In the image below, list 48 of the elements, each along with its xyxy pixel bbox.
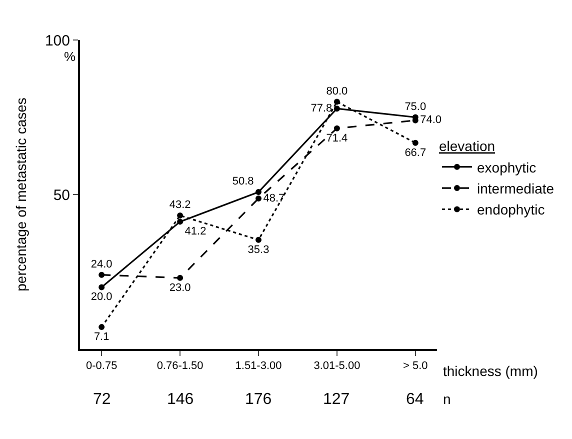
point [256, 189, 262, 196]
data-label: 48.7 [263, 192, 285, 204]
point [98, 324, 105, 330]
legend-label: intermediate [477, 180, 554, 197]
text: 127 [323, 391, 350, 408]
data-label: 77.8 [310, 102, 332, 114]
point [98, 272, 105, 278]
text: 176 [245, 391, 272, 408]
point [98, 284, 105, 290]
x-tick-label: 0.76-1.50 [156, 360, 204, 372]
y-tick-label: 100 [44, 32, 70, 50]
point [177, 274, 184, 281]
legend-label: exophytic [477, 159, 536, 176]
data-label: 71.4 [326, 132, 348, 144]
point [334, 125, 340, 132]
data-label: 41.2 [184, 226, 206, 238]
data-label: 74.0 [420, 114, 442, 126]
data-label: 50.8 [232, 176, 254, 188]
point [412, 140, 418, 146]
point [177, 212, 184, 219]
point [256, 236, 262, 243]
text: n [443, 391, 451, 407]
x-axis-title: thickness (mm) [443, 363, 538, 379]
point [256, 196, 262, 202]
legend-title: elevation [439, 138, 496, 154]
point [334, 106, 340, 112]
y-axis-title: percentage of metastatic cases [13, 98, 30, 292]
x-tick-label: 3.01-5.00 [314, 360, 360, 372]
data-label: 80.0 [326, 85, 348, 98]
data-label: 23.0 [169, 282, 191, 294]
x-tick-label: > 5.0 [403, 360, 428, 372]
x-tick-label: 1.51-3.00 [235, 360, 282, 372]
data-label: 66.7 [404, 146, 426, 159]
y-tick-label: 50 [53, 186, 70, 204]
data-label: 20.0 [90, 291, 112, 304]
text: % [64, 49, 76, 64]
data-label: 35.3 [248, 244, 270, 256]
data-label: 24.0 [90, 258, 112, 270]
point [177, 218, 184, 225]
text: 72 [93, 391, 111, 408]
text: 146 [167, 391, 194, 408]
text: 64 [406, 391, 424, 408]
data-label: 43.2 [169, 199, 191, 212]
data-label: 75.0 [404, 100, 426, 113]
point [334, 98, 340, 105]
data-label: 7.1 [94, 331, 110, 344]
legend-label: endophytic [477, 202, 545, 218]
x-tick-label: 0-0.75 [86, 360, 118, 372]
